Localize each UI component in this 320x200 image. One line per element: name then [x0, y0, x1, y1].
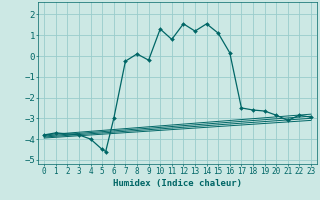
X-axis label: Humidex (Indice chaleur): Humidex (Indice chaleur)	[113, 179, 242, 188]
